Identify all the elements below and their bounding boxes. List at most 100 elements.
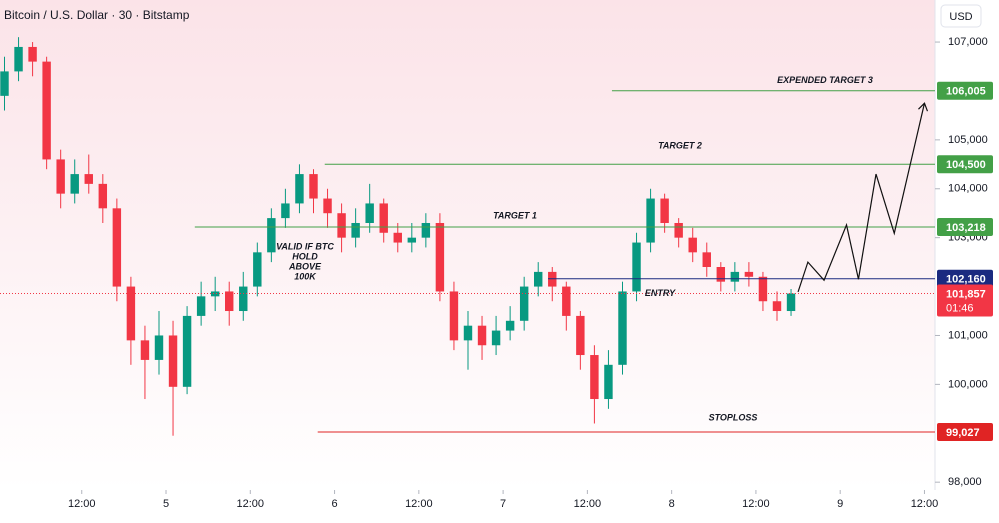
- candle-body: [323, 198, 332, 214]
- x-tick-label: 7: [500, 498, 506, 510]
- x-tick-label: 12:00: [405, 498, 433, 510]
- candle-body: [42, 61, 51, 160]
- y-tick-label: 101,000: [948, 329, 988, 341]
- x-tick-label: 8: [669, 498, 675, 510]
- candle-body: [309, 174, 318, 199]
- x-tick-label: 6: [331, 498, 337, 510]
- candle-body: [576, 315, 585, 356]
- projection-line: [797, 103, 926, 293]
- y-tick-label: 104,000: [948, 183, 988, 195]
- candle-body: [253, 252, 262, 287]
- note-text: VALID IF BTC: [276, 241, 334, 251]
- candle-body: [618, 291, 627, 365]
- level-name: TARGET 2: [658, 141, 702, 151]
- candle-body: [758, 276, 768, 302]
- candle-body: [534, 271, 543, 287]
- candle-body: [407, 237, 417, 243]
- candle-body: [56, 159, 65, 194]
- x-tick-label: 12:00: [742, 498, 770, 510]
- price-tag: [937, 284, 993, 317]
- level-name: TARGET 1: [493, 210, 537, 220]
- candle-body: [28, 46, 37, 62]
- candle-body: [674, 222, 683, 238]
- x-tick-label: 5: [163, 498, 169, 510]
- candle-body: [140, 340, 150, 360]
- price-tag-label: 99,027: [946, 427, 980, 439]
- y-tick-label: 107,000: [948, 36, 988, 48]
- x-tick-label: 12:00: [237, 498, 265, 510]
- candle-body: [519, 286, 529, 321]
- candle-body: [744, 271, 754, 277]
- candle-body: [14, 46, 23, 72]
- candle-body: [295, 174, 304, 204]
- candle-body: [590, 355, 599, 400]
- candle-body: [154, 335, 164, 360]
- candle-body: [168, 335, 178, 387]
- candle-body: [196, 296, 206, 316]
- candle-body: [337, 213, 346, 238]
- candle-body: [435, 222, 445, 292]
- candle-body: [716, 267, 726, 282]
- candle-body: [281, 203, 290, 219]
- y-tick-label: 105,000: [948, 134, 988, 146]
- candle-body: [772, 301, 782, 312]
- level-name: EXPENDED TARGET 3: [777, 75, 873, 85]
- candle-body: [646, 198, 655, 243]
- candle-body: [225, 291, 234, 312]
- candle-body: [604, 364, 613, 400]
- candle-body: [70, 174, 79, 194]
- candle-body: [210, 291, 220, 297]
- x-tick-label: 12:00: [911, 498, 939, 510]
- chart-title: Bitcoin / U.S. Dollar · 30 · Bitstamp: [4, 8, 190, 22]
- candle-body: [491, 330, 501, 346]
- candle-body: [126, 286, 136, 341]
- x-tick-label: 9: [837, 498, 843, 510]
- y-tick-label: 98,000: [948, 476, 982, 488]
- price-tag-label: 103,218: [946, 222, 986, 234]
- candle-body: [449, 291, 459, 341]
- candle-body: [505, 320, 515, 331]
- candle-body: [351, 222, 360, 238]
- candle-body: [182, 315, 192, 387]
- candle-body: [0, 71, 9, 96]
- price-tag-label: 106,005: [946, 86, 986, 98]
- projection-arrowhead: [918, 102, 929, 112]
- candle-body: [730, 271, 740, 282]
- candle-body: [632, 242, 641, 292]
- price-tag-label: 102,160: [946, 274, 986, 286]
- candle-body: [562, 286, 571, 316]
- price-tag: [937, 269, 993, 288]
- candle-body: [688, 237, 697, 253]
- price-tag-label: 104,500: [946, 159, 986, 171]
- candle-body: [267, 218, 276, 253]
- candle-body: [660, 198, 669, 223]
- currency[interactable]: USD: [949, 11, 972, 23]
- candle-body: [84, 174, 93, 184]
- candle-body: [702, 252, 711, 268]
- price-tag: [937, 155, 993, 174]
- candle-body: [112, 208, 122, 287]
- y-tick-label: 100,000: [948, 378, 988, 390]
- candle-body: [365, 203, 374, 223]
- plot-background: [0, 0, 935, 490]
- price-tag: [937, 422, 993, 441]
- candle-body: [477, 325, 487, 346]
- candle-body: [98, 183, 108, 209]
- x-tick-label: 12:00: [574, 498, 602, 510]
- candle-body: [379, 203, 388, 233]
- note-text: 100K: [294, 271, 317, 281]
- countdown: 01:46: [946, 302, 974, 314]
- price-tag: [937, 81, 993, 100]
- candle-body: [239, 286, 248, 312]
- candle-body: [421, 222, 431, 238]
- candle-body: [786, 293, 796, 312]
- level-name: STOPLOSS: [709, 412, 758, 422]
- price-tag-label: 101,857: [946, 288, 986, 300]
- price-tag: [937, 218, 993, 237]
- note-text: ABOVE: [288, 261, 322, 271]
- note-text: HOLD: [292, 251, 318, 261]
- x-tick-label: 12:00: [68, 498, 96, 510]
- candle-body: [393, 232, 402, 243]
- currency-button[interactable]: [940, 4, 982, 28]
